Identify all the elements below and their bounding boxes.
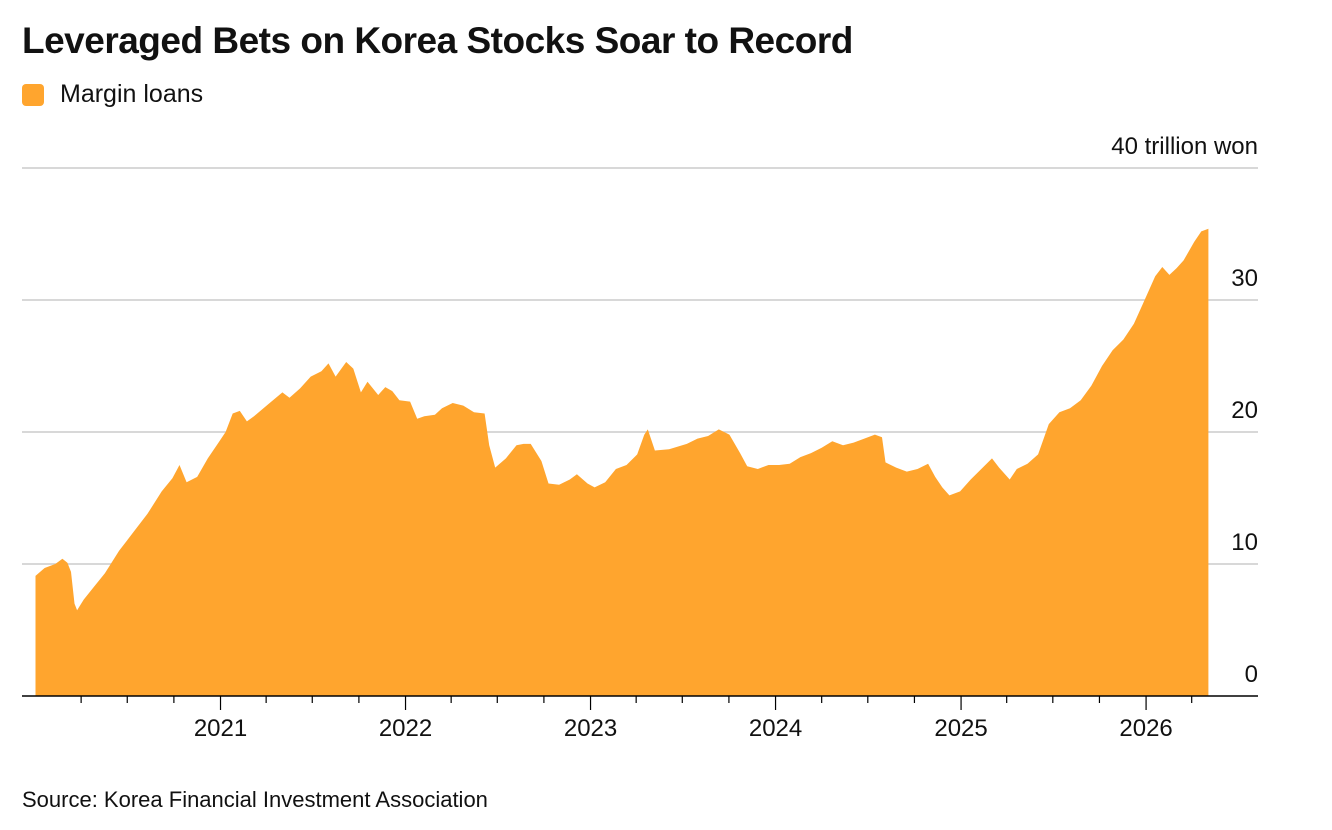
x-tick-label-2025: 2025 — [934, 715, 987, 742]
x-tick-label-2026: 2026 — [1119, 715, 1172, 742]
x-tick-label-2022: 2022 — [379, 715, 432, 742]
y-tick-label-40: 40 trillion won — [1111, 133, 1258, 160]
legend: Margin loans — [22, 80, 203, 109]
y-tick-label-10: 10 — [1231, 529, 1258, 556]
x-tick-label-2024: 2024 — [749, 715, 802, 742]
y-tick-label-0: 0 — [1245, 661, 1258, 688]
legend-label: Margin loans — [60, 80, 204, 108]
y-tick-label-20: 20 — [1231, 397, 1258, 424]
source-note: Source: Korea Financial Investment Assoc… — [22, 787, 488, 812]
x-tick-label-2021: 2021 — [194, 715, 247, 742]
y-tick-label-30: 30 — [1231, 265, 1258, 292]
legend-swatch — [22, 83, 44, 106]
x-tick-label-2023: 2023 — [564, 715, 617, 742]
chart-title: Leveraged Bets on Korea Stocks Soar to R… — [22, 20, 853, 61]
area-series-margin-loans — [35, 228, 1209, 696]
